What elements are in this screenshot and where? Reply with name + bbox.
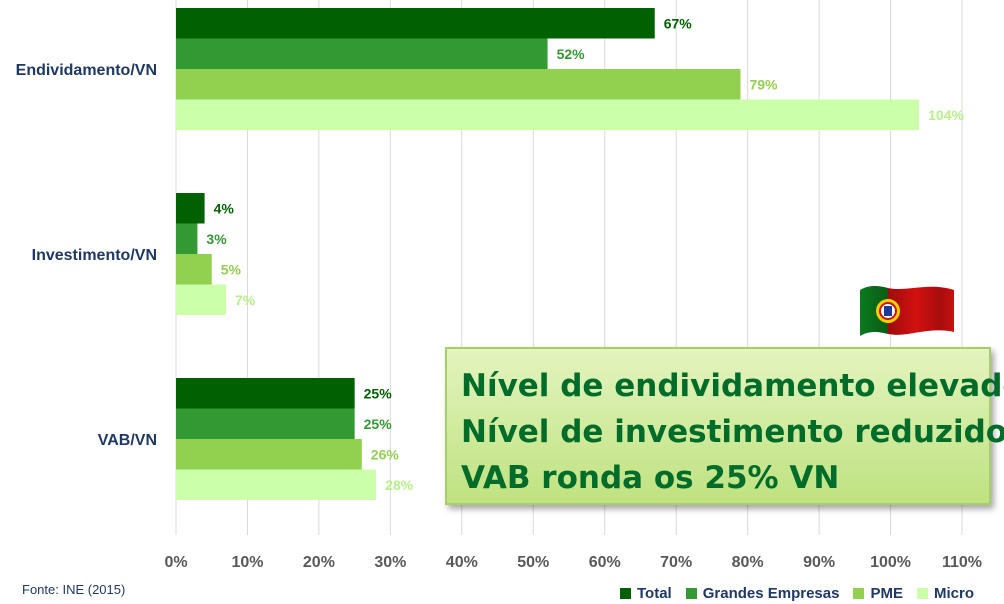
x-tick-label: 0% xyxy=(164,554,187,571)
legend-item-micro: Micro xyxy=(916,585,974,602)
portugal-flag-icon xyxy=(860,286,954,336)
legend-label-total: Total xyxy=(637,585,672,602)
callout-box: Nível de endividamento elevado Nível de … xyxy=(445,347,1004,505)
legend-swatch-grandes-empresas xyxy=(685,588,697,599)
bar-total xyxy=(176,8,655,39)
data-label: 25% xyxy=(364,385,393,401)
data-label: 3% xyxy=(206,231,227,247)
x-tick-label: 110% xyxy=(942,554,982,571)
legend-swatch-micro xyxy=(916,588,928,599)
x-tick-label: 10% xyxy=(231,554,263,571)
data-label: 104% xyxy=(928,107,964,123)
bar-pme xyxy=(176,439,362,470)
bar-total xyxy=(176,193,205,224)
source-note: Fonte: INE (2015) xyxy=(22,582,126,597)
data-label: 79% xyxy=(749,76,778,92)
x-tick-label: 50% xyxy=(517,554,549,571)
bar-grandes-empresas xyxy=(176,38,548,69)
data-label: 5% xyxy=(221,261,242,277)
bar-grandes-empresas xyxy=(176,408,355,439)
bar-pme xyxy=(176,69,741,100)
legend-swatch-pme xyxy=(853,588,865,599)
bar-pme xyxy=(176,254,212,285)
legend-label-micro: Micro xyxy=(933,585,974,602)
x-tick-label: 90% xyxy=(803,554,835,571)
callout-line-vab: VAB ronda os 25% VN xyxy=(461,460,840,496)
bar-total xyxy=(176,378,355,409)
callout-line-investment: Nível de investimento reduzido xyxy=(461,414,1004,450)
x-tick-label: 40% xyxy=(446,554,478,571)
legend-item-total: Total xyxy=(620,585,672,602)
data-label: 28% xyxy=(385,477,414,493)
category-label: VAB/VN xyxy=(98,432,157,449)
legend-label-grandes-empresas: Grandes Empresas xyxy=(702,585,840,602)
legend-item-pme: PME xyxy=(853,585,903,602)
bar-micro xyxy=(176,99,920,130)
legend-label-pme: PME xyxy=(870,585,903,602)
x-tick-label: 70% xyxy=(660,554,692,571)
x-tick-label: 100% xyxy=(870,554,911,571)
x-tick-label: 20% xyxy=(303,554,335,571)
category-label: Investimento/VN xyxy=(32,247,157,264)
data-label: 52% xyxy=(557,46,586,62)
data-label: 67% xyxy=(664,15,693,31)
data-label: 26% xyxy=(371,446,400,462)
x-tick-label: 30% xyxy=(374,554,406,571)
callout-line-debt: Nível de endividamento elevado xyxy=(461,368,1004,404)
legend-item-grandes-empresas: Grandes Empresas xyxy=(685,585,840,602)
legend-swatch-total xyxy=(620,588,631,599)
data-label: 25% xyxy=(364,416,393,432)
category-label: Endividamento/VN xyxy=(16,62,157,79)
x-tick-label: 60% xyxy=(589,554,621,571)
x-tick-label: 80% xyxy=(732,554,764,571)
legend: Total Grandes Empresas PME Micro xyxy=(620,585,974,602)
data-label: 4% xyxy=(214,200,235,216)
bar-micro xyxy=(176,469,377,500)
data-label: 7% xyxy=(235,292,256,308)
bar-grandes-empresas xyxy=(176,223,198,254)
bar-micro xyxy=(176,284,227,315)
